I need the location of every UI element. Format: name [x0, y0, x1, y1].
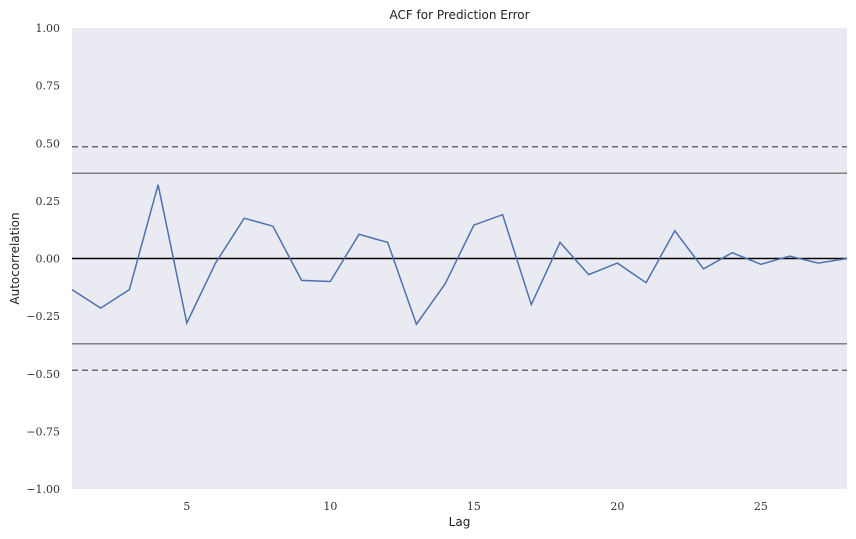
x-tick-label: 5 [183, 500, 190, 513]
y-tick-label: 0.25 [36, 195, 61, 208]
x-axis-label: Lag [449, 515, 471, 529]
series-group [71, 184, 848, 326]
x-tick-label: 15 [467, 500, 481, 513]
y-tick-label: −0.75 [26, 425, 60, 438]
y-tick-label: 0.75 [36, 80, 61, 93]
x-tick-label: 20 [610, 500, 624, 513]
reference-lines [72, 145, 847, 372]
y-tick-label: 1.00 [36, 22, 61, 35]
y-axis-label: Autocorrelation [8, 212, 22, 304]
y-tick-label: −0.25 [26, 310, 60, 323]
y-tick-label: −0.50 [26, 368, 60, 381]
x-tick-label: 25 [754, 500, 768, 513]
y-axis-ticks: −1.00 −0.75 −0.50 −0.25 0.00 0.25 0.50 0.75 1.00 [26, 22, 60, 496]
acf-series-line [71, 184, 848, 326]
x-axis-ticks: 5 10 15 20 25 [183, 500, 768, 513]
x-tick-label: 10 [323, 500, 337, 513]
y-tick-label: 0.00 [36, 253, 61, 266]
y-tick-label: −1.00 [26, 483, 60, 496]
y-tick-label: 0.50 [36, 137, 61, 150]
chart-title: ACF for Prediction Error [389, 8, 529, 22]
